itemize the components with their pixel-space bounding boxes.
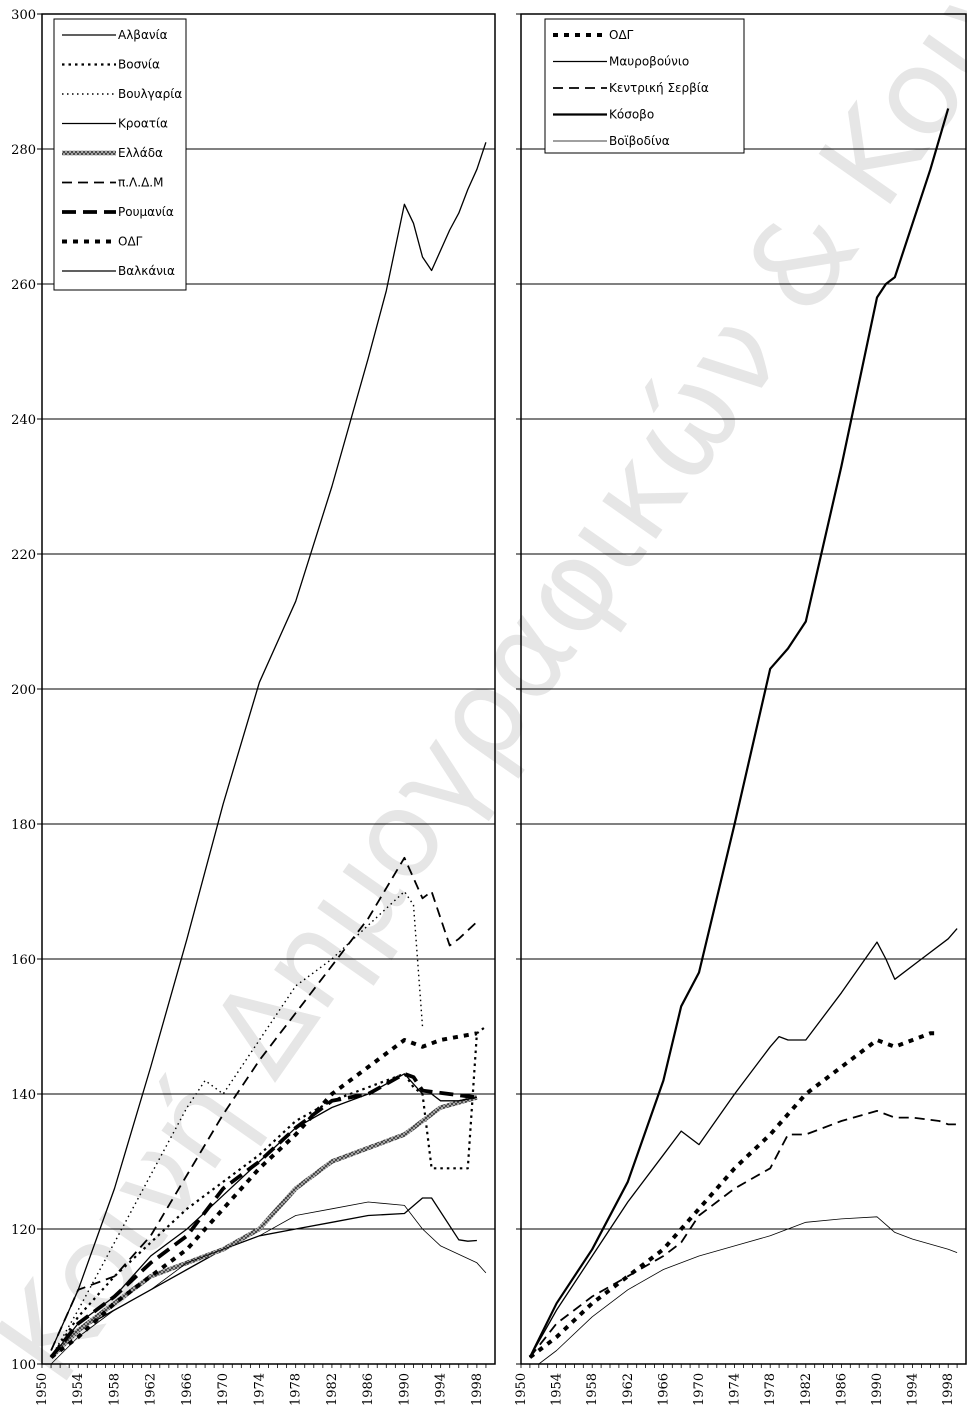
y-tick-label: 100 (11, 1358, 36, 1373)
left-chart-panel: 100 120 140 160 180 200 220 240 260 280 300 1950 195… (11, 8, 496, 1406)
x-tick-label: 1954 (550, 1373, 565, 1406)
y-tick-label: 140 (11, 1088, 36, 1103)
legend-label: Κροατία (118, 117, 168, 131)
series-line-βοσνία (50, 1025, 487, 1358)
x-tick-label: 1990 (397, 1373, 412, 1406)
y-tick-label: 280 (11, 143, 36, 158)
x-tick-label: 1990 (870, 1373, 885, 1406)
x-tick-label: 1966 (180, 1373, 195, 1406)
legend-label: Βοσνία (118, 58, 160, 72)
x-tick-label: 1998 (470, 1373, 485, 1406)
series-line-αλβανία (50, 142, 487, 1351)
x-tick-label: 1986 (834, 1373, 849, 1406)
x-tick-label: 1958 (107, 1373, 122, 1406)
x-tick-label: 1950 (514, 1373, 529, 1406)
x-tick-label: 1962 (621, 1373, 636, 1406)
series-line-κόσοβο (528, 108, 950, 1358)
series-line-ρουμανία (49, 1071, 478, 1359)
legend-label: Βοϊβοδίνα (609, 134, 670, 148)
legend: Αλβανία Βοσνία Βουλγαρία Κροατία Ελλάδα π.Λ.Δ… (53, 18, 187, 291)
y-tick-label: 180 (11, 818, 36, 833)
y-tick-label: 260 (11, 278, 36, 293)
series-line-οδγ (528, 1031, 940, 1359)
y-tick-label: 240 (11, 413, 36, 428)
series-line-unnamed (50, 1201, 487, 1365)
series-line-βαλκάνια (50, 1073, 478, 1358)
legend-label: ΟΔΓ (609, 28, 634, 42)
x-tick-label: 1958 (585, 1373, 600, 1406)
x-tick-label: 1982 (799, 1373, 814, 1406)
series-line-κεντρική-σερβία (529, 1110, 958, 1358)
x-tick-label: 1974 (728, 1373, 743, 1406)
x-tick-label: 1978 (289, 1373, 304, 1406)
legend-box (544, 18, 745, 154)
x-tick-label: 1954 (71, 1373, 86, 1406)
x-tick-label: 1966 (656, 1373, 671, 1406)
x-tick-label: 1974 (252, 1373, 267, 1406)
legend-label: ΟΔΓ (118, 235, 143, 249)
y-tick-label: 300 (11, 8, 36, 23)
right-chart-panel: 1950 1954 1958 1962 1966 1970 1974 1978 1982 1986… (514, 13, 967, 1406)
legend-label: Κόσοβο (609, 108, 654, 122)
x-tick-label: 1970 (692, 1373, 707, 1406)
series-line-ελλάδα (49, 1095, 478, 1359)
legend-label: Βουλγαρία (118, 87, 182, 101)
x-tick-label: 1986 (361, 1373, 376, 1406)
x-tick-label: 1998 (941, 1373, 956, 1406)
plot-area-frame (520, 13, 967, 1365)
legend-label: Ελλάδα (118, 146, 163, 160)
x-tick-label: 1994 (434, 1373, 449, 1406)
y-tick-label: 120 (11, 1223, 36, 1238)
y-tick-label: 160 (11, 953, 36, 968)
legend-label: Ρουμανία (118, 205, 174, 219)
series-line-π-λ-δ-μ (50, 856, 478, 1351)
x-tick-label: 1950 (35, 1373, 50, 1406)
series-line-βουλγαρία (50, 890, 424, 1358)
x-tick-label: 1982 (325, 1373, 340, 1406)
series-line-οδγ (49, 1031, 478, 1359)
legend-label: Αλβανία (118, 28, 168, 42)
legend-label: Μαυροβούνιο (609, 55, 689, 69)
series-line-μαυροβούνιο (529, 928, 958, 1358)
y-tick-label: 220 (11, 548, 36, 563)
legend-label: Κεντρική Σερβία (609, 81, 709, 95)
legend: ΟΔΓ Μαυροβούνιο Κεντρική Σερβία Κόσοβο Βοϊβο… (544, 18, 745, 154)
series-line-βοϊβοδίνα (521, 1216, 958, 1365)
y-tick-label: 200 (11, 683, 36, 698)
legend-label: Βαλκάνια (118, 264, 175, 278)
plot-area-frame (41, 13, 496, 1365)
x-tick-label: 1978 (763, 1373, 778, 1406)
x-tick-label: 1970 (216, 1373, 231, 1406)
x-tick-label: 1962 (144, 1373, 159, 1406)
legend-label: π.Λ.Δ.Μ (118, 176, 163, 190)
x-tick-label: 1994 (906, 1373, 921, 1406)
